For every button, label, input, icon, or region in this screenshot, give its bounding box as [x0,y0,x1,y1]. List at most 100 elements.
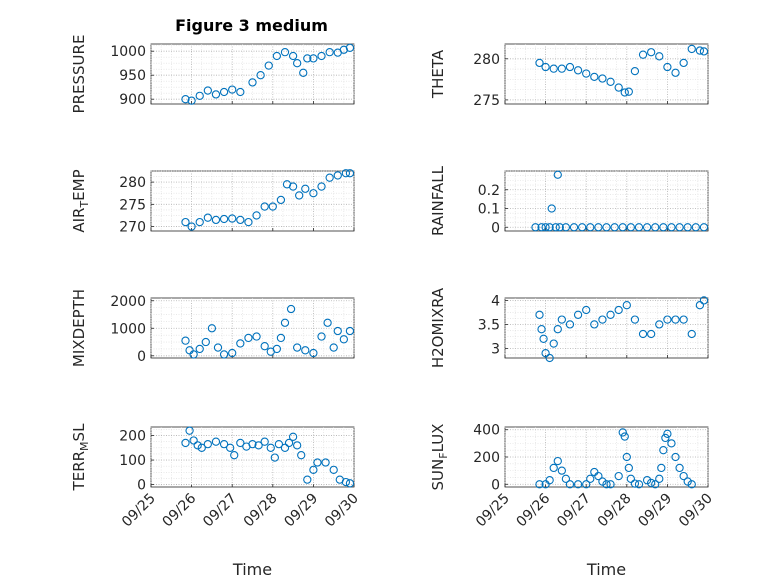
data-point [541,62,550,72]
x-tick-label: 09/28 [241,491,281,531]
y-tick-label: 3 [491,341,500,357]
data-point [211,437,221,446]
y-tick-label: 0 [491,477,500,493]
data-point [288,182,298,191]
data-point [276,195,286,205]
data-point [655,52,664,61]
data-point [557,466,566,475]
data-point [295,191,304,200]
data-point [622,301,631,310]
data-point [679,58,688,68]
data-point [565,320,575,329]
data-point [545,223,554,232]
y-tick-label: 2000 [110,294,146,310]
data-point [297,451,306,460]
data-point [699,47,709,56]
data-point [663,62,672,72]
data-point [272,344,282,354]
data-point [303,54,312,63]
data-point [203,86,212,95]
data-point [618,428,627,437]
y-tick-label: 0.2 [478,183,500,199]
data-point [236,87,245,97]
data-point [602,480,611,489]
data-point [299,68,308,77]
data-point [614,83,623,92]
data-point [614,305,623,315]
data-point [341,169,351,178]
y-tick-label: 0 [137,349,146,365]
data-point [280,443,290,452]
data-point [219,439,229,449]
data-point [244,333,253,343]
data-point [537,325,546,334]
data-point [329,343,338,352]
data-point [553,325,562,334]
data-point [594,223,603,232]
data-point [219,350,229,359]
y-tick-label: 100 [119,453,146,469]
x-tick-label: 09/28 [595,491,635,531]
y-tick-label: 275 [473,93,500,109]
data-point [535,310,544,319]
data-point [573,66,583,75]
data-point [254,441,263,450]
data-point [661,433,670,443]
data-point [301,184,310,193]
data-point [333,171,342,180]
data-point [561,223,571,232]
data-point [667,439,676,448]
subplot-mixdepth: 0 1000 2000 MIXDEPTH [70,289,355,367]
data-point [557,64,566,73]
data-point [333,326,342,336]
data-point [565,480,575,489]
data-point [301,346,310,355]
data-point [260,342,269,351]
data-point [228,214,237,223]
data-point [671,452,680,462]
data-point [264,61,273,70]
data-point [195,91,204,100]
data-point [687,329,696,339]
data-point [610,223,619,232]
data-point [323,318,332,327]
x-tick-label: 09/25 [119,491,159,531]
data-point [236,339,245,348]
data-point [317,332,326,341]
data-point [211,90,221,99]
data-point [582,305,591,315]
data-point [309,348,318,358]
data-point [679,315,688,324]
data-point [288,432,298,441]
data-point [626,474,636,483]
data-point [345,169,355,178]
y-tick-label: 3.5 [478,317,500,333]
data-point [679,471,688,481]
data-point [539,334,548,343]
data-point [551,223,560,232]
data-point [549,463,558,473]
data-point [647,478,656,488]
data-point [569,223,579,232]
data-point [606,77,615,86]
y-tick-label: 1000 [110,321,146,337]
data-point [651,223,660,232]
y-axis-label: AIRTEMP [70,169,91,232]
x-tick-label: 09/29 [635,491,675,531]
x-tick-label: 09/26 [514,490,554,530]
data-point [671,315,680,324]
data-point [276,333,286,343]
data-point [573,310,583,319]
data-point [624,87,633,96]
data-point [582,480,591,489]
data-point [187,222,196,231]
data-point [620,88,629,97]
subplot-rainfall: 0 0.1 0.2 RAINFALL [429,165,709,236]
data-point [280,318,290,327]
data-point [345,326,355,336]
data-point [339,45,348,54]
data-point [695,301,705,310]
data-point [675,463,684,473]
data-point [293,343,302,352]
